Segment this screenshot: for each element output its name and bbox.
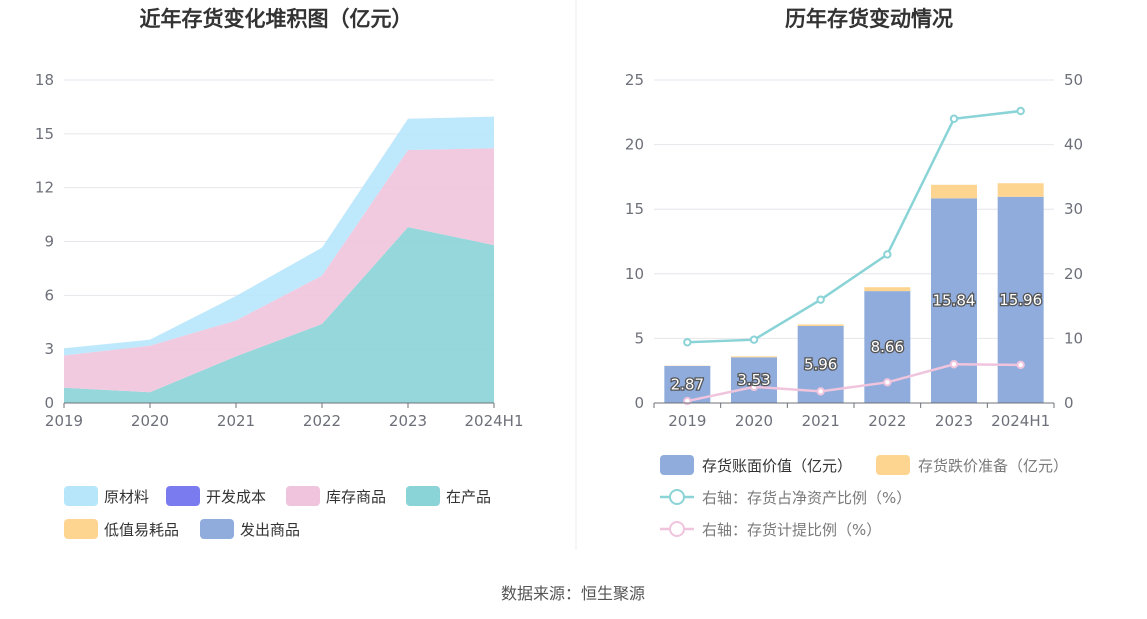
legend-marker (669, 521, 685, 537)
left-axes: 0 3 6 9 12 15 18 2019 2020 2021 2022 2023 2024H1 (35, 71, 524, 430)
y-tick-label: 25 (625, 71, 644, 89)
x-tick-label: 2021 (802, 412, 840, 430)
bar-value-label: 8.66 (871, 338, 904, 356)
bar-value-label: 2.87 (671, 375, 704, 393)
y2-tick-label: 10 (1064, 329, 1083, 347)
legend-swatch (660, 455, 694, 475)
line-point (1016, 106, 1025, 116)
x-tick-label: 2022 (303, 412, 341, 430)
bar-book-value (731, 357, 777, 403)
bar-value-label: 3.53 (737, 371, 770, 389)
legend-label: 原材料 (104, 488, 149, 506)
x-tick-label: 2022 (868, 412, 906, 430)
right-chart-title: 历年存货变动情况 (785, 7, 953, 31)
x-tick-label: 2023 (389, 412, 427, 430)
x-tick-label: 2021 (217, 412, 255, 430)
right-axes: 0 5 10 15 20 25 0 10 20 30 40 50 2019 2020 2021 2022 202… (625, 71, 1083, 430)
legend-label: 发出商品 (240, 521, 300, 539)
y-tick-label: 15 (35, 125, 54, 143)
y-tick-label: 10 (625, 265, 644, 283)
y-tick-label: 12 (35, 179, 54, 197)
bar-impairment-reserve (931, 184, 977, 199)
legend-swatch (64, 486, 98, 506)
legend-label: 开发成本 (206, 488, 266, 506)
y2-tick-label: 40 (1064, 136, 1083, 154)
bar-impairment-reserve (997, 183, 1044, 197)
legend-label: 存货账面价值（亿元） (702, 457, 852, 475)
area-在产品 (64, 227, 494, 403)
right-legend: 存货账面价值（亿元） 存货跌价准备（亿元） 右轴：存货占净资产比例（%） 右轴：存货计… (660, 455, 1068, 539)
legend-swatch (876, 455, 910, 475)
legend-marker (669, 489, 685, 505)
right-bar-labels: 2.87 3.53 5.96 8.66 15.84 15.96 (669, 290, 1043, 395)
legend-label: 在产品 (446, 488, 491, 506)
y-tick-label: 9 (44, 233, 54, 251)
x-tick-label: 2024H1 (991, 412, 1050, 430)
y2-tick-label: 0 (1064, 394, 1074, 412)
legend-label: 存货跌价准备（亿元） (918, 457, 1068, 475)
line-series (687, 109, 1021, 344)
area-原材料 (64, 116, 494, 356)
y2-tick-label: 30 (1064, 200, 1083, 218)
y-tick-label: 3 (44, 340, 54, 358)
legend-label: 低值易耗品 (104, 521, 179, 539)
source-note: 数据来源：恒生聚源 (501, 584, 645, 603)
line-point (749, 335, 759, 344)
y-tick-label: 18 (35, 71, 54, 89)
line-point (749, 382, 759, 392)
stacked-area-chart: 近年存货变化堆积图（亿元） 0 3 6 9 12 15 18 2019 2020 2021 2022… (35, 7, 524, 539)
x-tick-label: 2023 (935, 412, 973, 430)
x-tick-label: 2024H1 (465, 412, 524, 430)
bar-value-label: 5.96 (804, 355, 837, 373)
line-series (687, 362, 1021, 403)
legend-swatch (166, 486, 200, 506)
y-tick-label: 5 (634, 329, 644, 347)
legend-swatch (64, 519, 98, 539)
bar-line-chart: 历年存货变动情况 2.87 3.53 5.96 8.66 15.84 15.96 0 5 10… (625, 7, 1083, 539)
bar-impairment-reserve (864, 287, 911, 292)
y-tick-label: 0 (634, 394, 644, 412)
y-tick-label: 6 (44, 286, 54, 304)
right-lines (683, 106, 1025, 406)
left-areas (64, 116, 494, 403)
line-point (683, 338, 692, 347)
legend-label: 右轴：存货计提比例（%） (702, 521, 881, 539)
legend-swatch (286, 486, 320, 506)
bar-impairment-reserve (797, 324, 844, 326)
x-tick-label: 2019 (668, 412, 706, 430)
line-point (816, 295, 825, 304)
line-point (883, 250, 892, 259)
x-tick-label: 2020 (131, 412, 169, 430)
line-point (816, 387, 825, 396)
legend-label: 库存商品 (326, 488, 386, 506)
right-grid (654, 79, 1054, 339)
left-chart-title: 近年存货变化堆积图（亿元） (140, 7, 413, 31)
bar-value-label: 15.96 (999, 291, 1042, 309)
line-point (883, 378, 892, 387)
y-tick-label: 15 (625, 200, 644, 218)
line-point (1016, 360, 1025, 370)
line-point (949, 114, 959, 123)
right-bars (664, 183, 1044, 403)
legend-swatch (200, 519, 234, 539)
x-tick-label: 2020 (735, 412, 773, 430)
bar-value-label: 15.84 (933, 292, 976, 310)
line-point (949, 360, 959, 369)
y-tick-label: 20 (625, 136, 644, 154)
legend-swatch (406, 486, 440, 506)
y2-tick-label: 20 (1064, 265, 1083, 283)
y2-tick-label: 50 (1064, 71, 1083, 89)
y-tick-label: 0 (44, 394, 54, 412)
legend-label: 右轴：存货占净资产比例（%） (702, 489, 911, 507)
area-库存商品 (64, 148, 494, 393)
bar-impairment-reserve (731, 356, 777, 358)
x-tick-label: 2019 (45, 412, 83, 430)
